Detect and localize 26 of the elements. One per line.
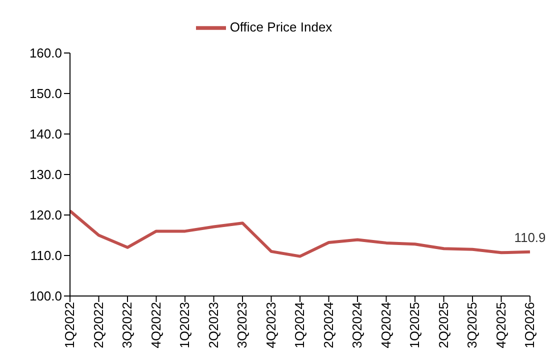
x-tick-label: 3Q2024 [350, 302, 365, 348]
x-tick-label: 4Q2024 [378, 302, 394, 348]
y-tick-label: 130.0 [29, 167, 62, 182]
x-tick-label: 1Q2025 [407, 302, 422, 348]
y-tick-label: 150.0 [29, 86, 62, 102]
x-tick-label: 4Q2023 [263, 302, 278, 348]
x-tick-label: 4Q2022 [148, 302, 164, 348]
x-tick-label: 3Q2025 [464, 302, 480, 348]
y-tick-label: 110.0 [30, 248, 62, 264]
data-label: 110.9 [514, 230, 546, 245]
legend-label: Office Price Index [230, 19, 332, 34]
y-tick-label: 100.0 [29, 288, 62, 304]
x-tick-label: 2Q2023 [206, 302, 221, 348]
x-tick-label: 3Q2023 [234, 302, 250, 348]
y-tick-label: 120.0 [29, 208, 62, 223]
x-tick-label: 2Q2024 [320, 302, 336, 348]
x-tick-label: 1Q2026 [522, 302, 538, 348]
x-tick-label: 4Q2025 [493, 302, 508, 348]
x-tick-label: 2Q2022 [90, 302, 106, 348]
x-tick-label: 1Q2022 [62, 302, 78, 348]
y-tick-label: 140.0 [29, 126, 62, 142]
y-tick-label: 160.0 [29, 46, 62, 61]
x-tick-label: 1Q2023 [177, 302, 192, 348]
x-tick-label: 1Q2024 [292, 302, 308, 348]
x-tick-label: 2Q2025 [436, 302, 451, 348]
x-tick-label: 3Q2022 [120, 302, 135, 348]
